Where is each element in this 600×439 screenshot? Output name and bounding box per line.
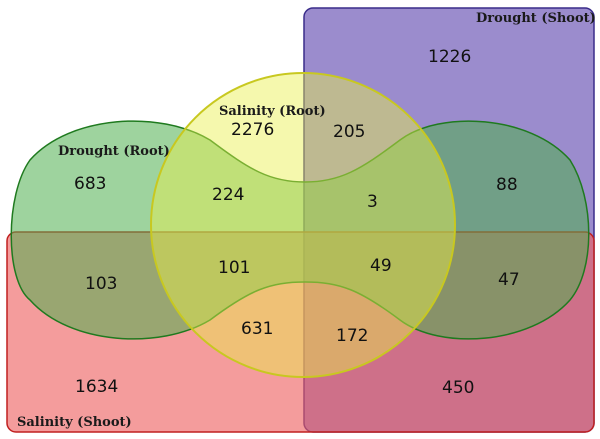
region-count: 631 [241, 319, 273, 339]
salinity-root-set [150, 72, 456, 378]
drought-root-label: Drought (Root) [58, 144, 170, 159]
region-count: 172 [336, 326, 368, 346]
salinity-root-label: Salinity (Root) [219, 104, 326, 119]
region-count: 49 [370, 256, 392, 276]
region-count: 683 [74, 174, 106, 194]
region-count: 88 [496, 175, 518, 195]
region-count: 47 [498, 270, 520, 290]
region-count: 2276 [231, 120, 274, 140]
region-count: 450 [442, 378, 474, 398]
region-count: 3 [367, 192, 378, 212]
region-count: 103 [85, 274, 117, 294]
salinity-shoot-label: Salinity (Shoot) [17, 415, 132, 430]
drought-shoot-label: Drought (Shoot) [476, 11, 596, 26]
region-count: 1226 [428, 47, 471, 67]
drought-root-set [10, 120, 590, 340]
region-count: 101 [218, 258, 250, 278]
region-count: 224 [212, 185, 244, 205]
region-count: 205 [333, 122, 365, 142]
region-count: 1634 [75, 377, 118, 397]
